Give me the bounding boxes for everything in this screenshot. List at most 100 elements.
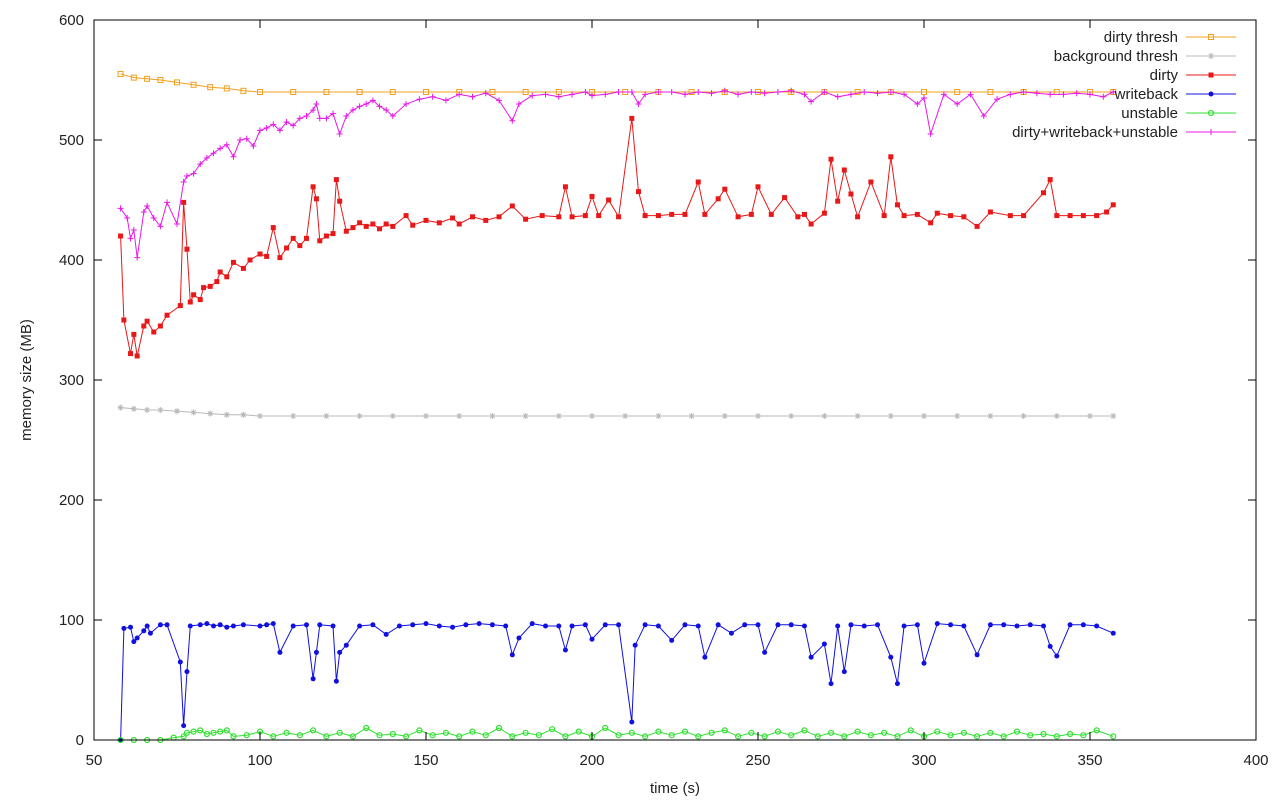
data-point-dirty-writeback-unstable [994,96,1001,103]
data-point-unstable [894,733,901,740]
data-point-unstable [363,724,370,732]
data-point-dirty-writeback-unstable [429,93,436,100]
data-point-dirty-writeback-unstable [721,87,728,94]
data-point-dirty-thresh [157,77,164,83]
x-tick-label: 400 [1243,752,1268,769]
series-line-dirty-writeback-unstable [120,90,1114,258]
data-point-dirty [350,225,356,231]
data-point-writeback [875,622,881,628]
data-point-dirty-writeback-unstable [1020,89,1027,95]
data-point-dirty-writeback-unstable [223,141,230,148]
data-point-unstable [183,729,191,736]
data-point-dirty [230,259,236,265]
data-point-dirty-writeback-unstable [821,89,828,95]
data-point-dirty [801,211,807,217]
data-point-dirty [894,202,900,208]
data-point-dirty [606,197,612,203]
data-point-dirty [961,214,967,220]
data-point-unstable [854,728,861,735]
data-point-dirty-writeback-unstable [615,89,622,95]
data-point-dirty-writeback-unstable [834,93,841,100]
data-point-dirty [284,245,290,251]
data-point-writeback [211,623,217,629]
data-point-dirty-writeback-unstable [210,150,217,157]
data-point-dirty-writeback-unstable [515,101,522,107]
data-point-unstable [469,728,476,735]
legend-label: background thresh [1054,48,1178,65]
data-point-unstable [801,727,808,734]
data-point-dirty-writeback-unstable [376,103,383,110]
data-point-dirty-writeback-unstable [183,173,190,179]
data-point-dirty [768,211,774,217]
data-point-background-thresh [655,413,662,419]
x-tick-label: 350 [1077,752,1102,769]
data-point-unstable [495,724,503,732]
data-point-background-thresh [622,413,629,419]
data-point-dirty-writeback-unstable [336,131,343,137]
data-point-writeback [828,681,834,687]
data-point-writeback [343,642,349,648]
data-point-dirty [383,221,389,227]
data-point-writeback [503,623,509,629]
data-point-dirty-writeback-unstable [296,115,303,122]
series-dirty-writeback-unstable [117,87,1117,261]
data-point-unstable [456,733,463,740]
data-point-unstable [615,732,622,739]
data-point-writeback [808,654,814,660]
data-point-writeback [1110,630,1116,636]
data-point-dirty [715,196,721,202]
data-point-dirty-writeback-unstable [482,90,489,97]
data-point-writeback [1001,622,1007,628]
data-point-dirty [343,228,349,234]
data-point-dirty-writeback-unstable [442,97,449,104]
data-point-writeback [1027,622,1033,628]
series-line-background-thresh [120,407,1114,417]
data-point-writeback [974,652,980,658]
data-point-dirty [642,213,648,219]
data-point-dirty-writeback-unstable [383,107,390,113]
data-point-writeback [310,676,316,682]
data-point-writeback [562,647,568,653]
data-point-unstable [987,729,994,736]
x-tick-label: 200 [579,752,604,769]
legend-swatch-marker [1208,129,1214,135]
data-point-dirty-thresh [174,79,180,86]
data-point-dirty [509,203,515,209]
data-point-dirty [888,154,894,160]
data-point-dirty [901,213,907,219]
data-point-dirty-writeback-unstable [887,89,894,95]
data-point-dirty [363,223,369,229]
data-point-dirty [523,216,529,222]
data-point-dirty [556,214,562,220]
data-point-dirty-writeback-unstable [164,199,171,206]
data-point-background-thresh [117,404,124,411]
ticks-layer: 50 100 150 200 250 300 350 400 0 100 200 300 400 500 6… [59,12,1269,769]
legend-item-background-thresh: background thresh [1054,48,1236,65]
data-point-dirty [589,193,595,199]
data-point-dirty-writeback-unstable [303,113,310,119]
data-point-dirty-writeback-unstable [695,89,702,95]
data-point-writeback [277,649,283,655]
data-point-dirty-writeback-unstable [801,91,808,98]
data-point-dirty-writeback-unstable [861,89,868,95]
data-point-dirty [1041,190,1047,196]
data-point-writeback [788,622,794,628]
data-point-dirty [403,213,409,219]
data-point-dirty [297,243,303,249]
data-point-unstable [1027,732,1034,739]
data-point-background-thresh [921,413,927,419]
data-point-dirty-writeback-unstable [681,91,688,98]
data-point-unstable [695,733,702,740]
data-point-writeback [333,678,339,684]
data-point-dirty [1094,213,1100,219]
data-point-dirty [240,265,246,271]
data-point-dirty-thresh [389,89,396,95]
data-point-writeback [131,639,137,645]
x-axis-label: time (s) [650,780,700,797]
legend-item-unstable: unstable [1121,105,1236,122]
data-point-unstable [628,729,635,736]
data-point-dirty [450,215,456,221]
data-point-dirty [695,179,701,185]
data-point-dirty-writeback-unstable [403,101,410,107]
data-point-background-thresh [721,413,728,419]
